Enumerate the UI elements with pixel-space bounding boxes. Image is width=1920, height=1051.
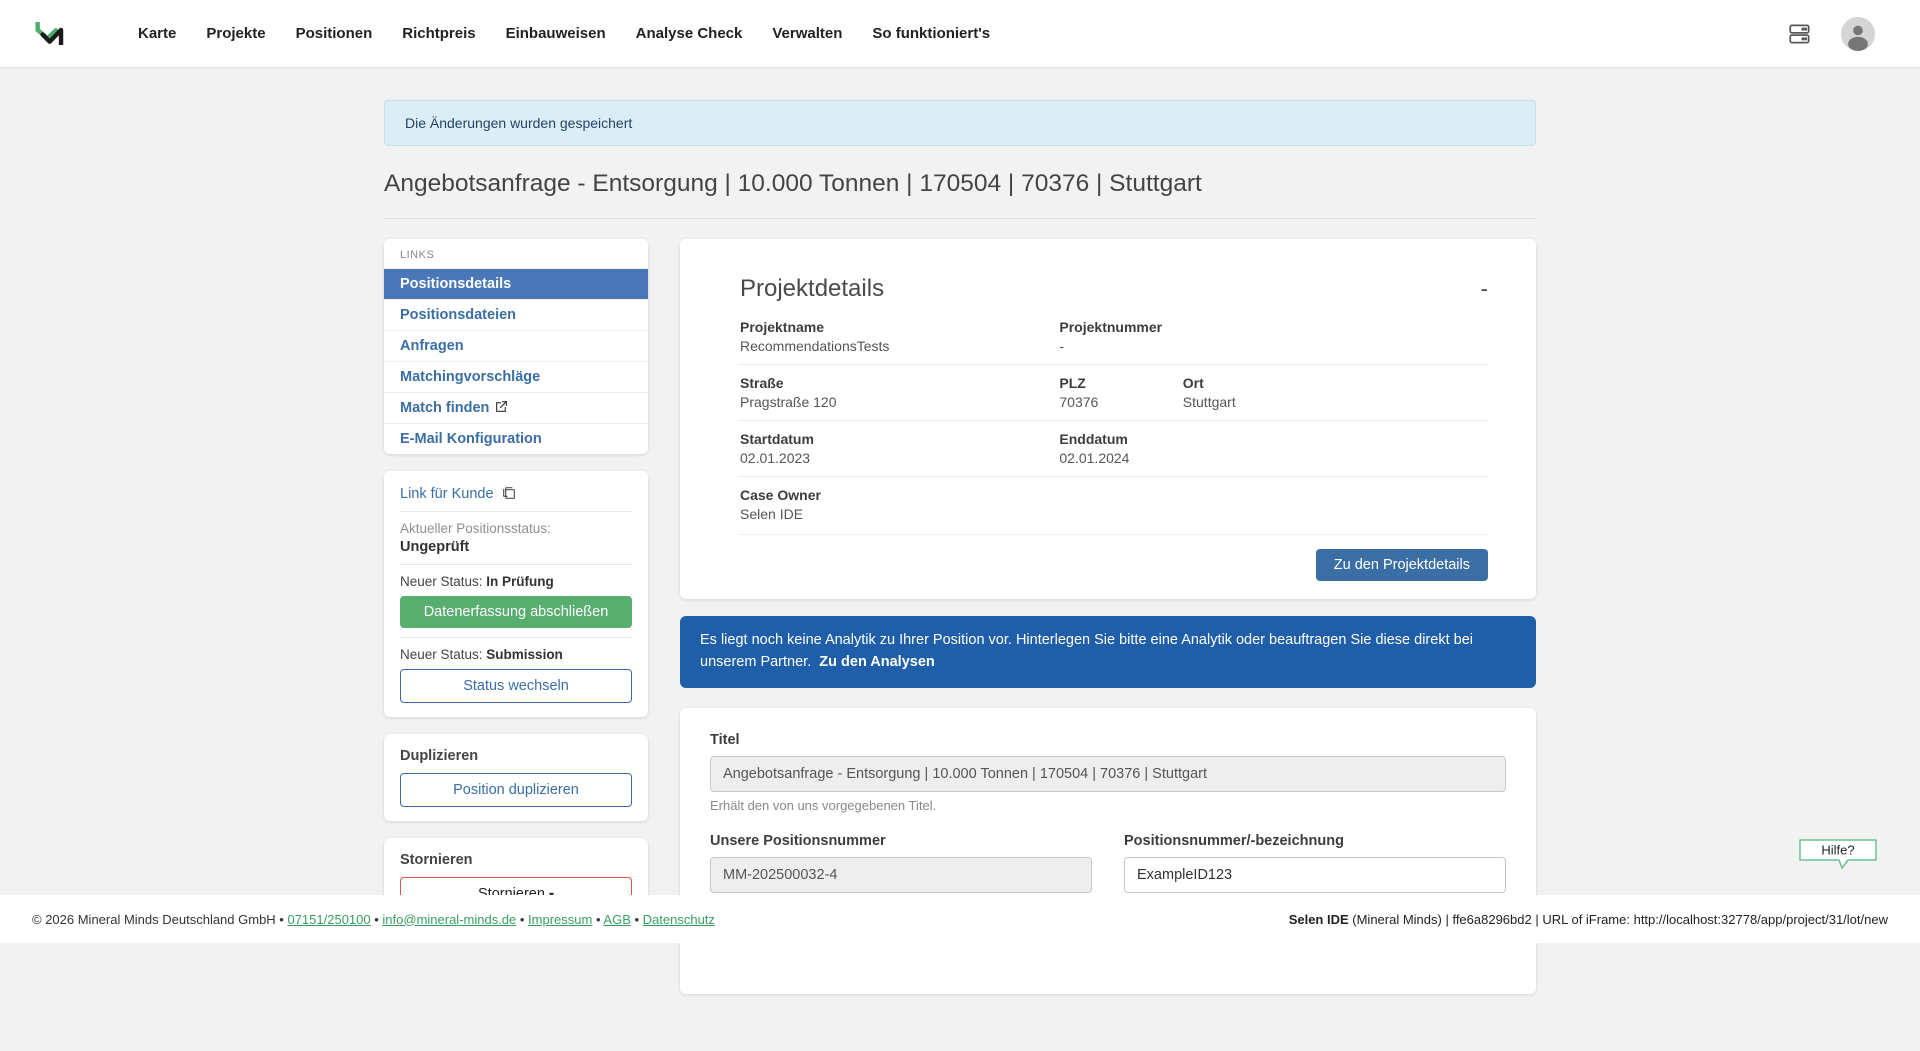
svg-text:Hilfe?: Hilfe? [1821,843,1854,858]
